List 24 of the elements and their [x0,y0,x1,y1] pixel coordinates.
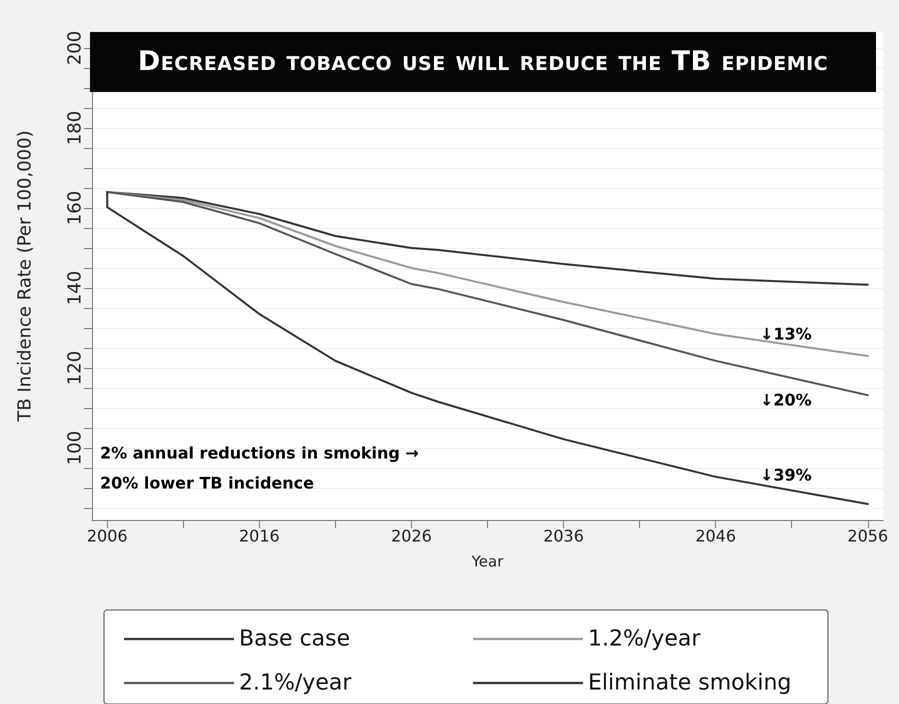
legend-label: Eliminate smoking [588,670,792,696]
x-tick-label: 2006 [86,526,128,546]
annotation: ↓20% [760,390,812,410]
annotation: 20% lower TB incidence [100,474,314,492]
legend-label: 1.2%/year [588,626,702,652]
x-tick-label: 2056 [847,526,888,546]
annotation: ↓39% [760,466,812,484]
y-tick-label: 200 [64,30,86,66]
annotation: 2% annual reductions in smoking → [100,444,419,462]
y-axis-title: TB Incidence Rate (Per 100,000) [14,130,36,423]
x-tick-label: 2026 [391,526,432,546]
y-tick-label: 160 [64,190,86,226]
title-banner: Decreased tobacco use will reduce the TB epidemic [90,32,876,92]
y-tick-label: 120 [64,350,86,386]
legend-label: 2.1%/year [239,670,352,696]
x-tick-label: 2046 [695,526,736,546]
x-tick-label: 2016 [238,526,280,546]
x-axis-title: Year [470,552,504,570]
y-tick-label: 100 [64,430,86,466]
annotation: ↓13% [760,324,812,344]
y-tick-label: 140 [64,270,86,306]
x-tick-label: 2036 [543,526,584,546]
legend-label: Base case [239,626,350,652]
y-tick-label: 180 [64,110,86,146]
